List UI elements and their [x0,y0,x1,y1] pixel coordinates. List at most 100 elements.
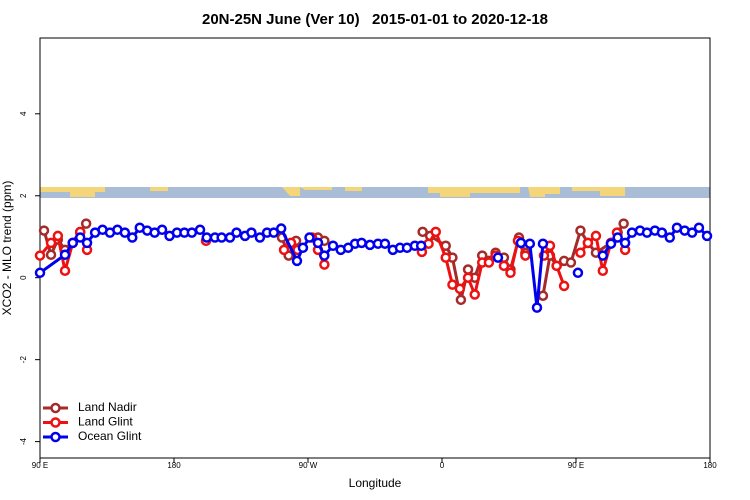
data-point [469,289,481,300]
x-tick-label: 90 E [32,461,48,470]
legend-marker [50,431,61,443]
data-point [656,227,668,238]
data-point [364,239,376,251]
data-point [34,267,46,279]
legend-label: Ocean Glint [78,429,142,443]
y-tick-label: -2 [19,356,28,364]
data-point [551,260,562,272]
data-point [45,237,57,249]
data-point [415,240,427,251]
data-point [59,265,71,276]
data-point [498,260,510,272]
data-point [462,264,474,275]
data-point [59,249,71,261]
data-point [492,252,504,263]
data-point [575,247,586,258]
data-point [356,237,367,249]
data-point [52,230,64,242]
data-point [74,232,86,243]
x-tick-label: 90 W [299,461,318,470]
data-point [379,238,391,249]
data-point [45,249,57,261]
legend-marker [50,417,61,428]
data-point [319,259,330,270]
data-point [575,225,586,236]
data-point [119,227,131,238]
data-point [34,250,46,261]
chart-title: 20N-25N June (Ver 10) 2015-01-01 to 2020… [202,11,548,28]
data-point [618,218,629,229]
data-point [531,302,543,313]
data-point [201,232,213,243]
y-tick-label: -4 [19,438,28,446]
data-point [447,279,458,290]
data-point [572,267,584,279]
data-point [327,240,339,251]
y-tick-label: 0 [19,275,28,280]
data-point [612,232,623,243]
data-point [246,227,257,238]
data-point [590,230,602,242]
data-point [216,232,227,243]
data-point [462,272,474,283]
data-point [520,250,531,261]
data-point [268,227,280,238]
x-tick-label: 90 E [568,461,584,470]
data-point [619,237,631,249]
legend-marker [50,402,61,414]
data-point [455,294,467,306]
data-point [156,224,168,236]
x-axis-label: Longitude [349,476,402,490]
data-point [582,237,594,249]
x-tick-label: 0 [440,461,445,470]
data-point [231,227,242,238]
data-point [605,238,617,249]
data-point [319,250,330,261]
legend-item: Ocean Glint [43,429,142,443]
data-point [81,237,93,249]
data-point [440,252,451,263]
data-point [278,244,290,256]
data-point [297,242,309,254]
legend-item: Land Glint [43,415,133,429]
data-point [505,267,516,279]
data-point [565,257,577,268]
data-point [693,222,705,233]
y-tick-label: 4 [19,111,28,116]
data-point [67,237,79,249]
data-point [38,225,50,236]
data-point [454,283,466,295]
x-tick-label: 180 [703,461,717,470]
data-point [701,230,713,242]
data-point [291,255,303,267]
data-point [537,290,549,301]
data-point [224,232,236,243]
y-axis-label: XCO2 - MLO trend (ppm) [0,181,14,316]
data-point [537,238,549,249]
data-point [430,226,441,238]
x-tick-label: 180 [167,461,181,470]
plot-frame [39,37,711,459]
data-point [626,227,638,238]
data-point [304,232,315,243]
data-point [417,226,428,238]
legend-label: Land Glint [78,415,133,429]
legend-label: Land Nadir [78,400,137,414]
data-point [558,280,570,292]
data-point [664,232,676,243]
data-point [312,237,324,249]
data-point [254,232,266,243]
data-point [80,218,92,229]
data-point [597,250,609,261]
data-point [515,237,527,249]
data-point [186,227,198,238]
y-tick-label: 2 [19,193,28,198]
data-point [686,227,698,238]
data-point [194,224,206,236]
data-point [275,223,287,234]
data-point [597,265,609,276]
data-point [483,257,495,268]
map-strip [40,187,710,198]
data-point [127,232,138,243]
